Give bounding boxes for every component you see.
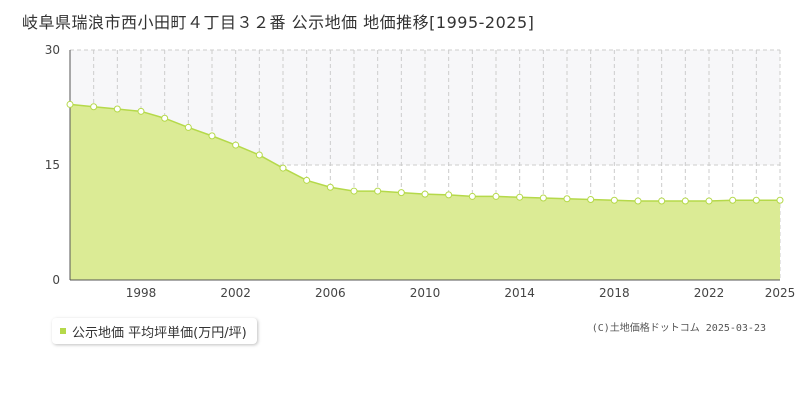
data-point <box>516 193 524 201</box>
data-point <box>705 197 713 205</box>
data-point <box>681 197 689 205</box>
data-point <box>161 114 169 122</box>
x-tick-label: 2010 <box>410 286 441 300</box>
x-tick-label: 2025 <box>765 286 796 300</box>
data-point <box>610 196 618 204</box>
data-point <box>397 189 405 197</box>
data-point <box>563 195 571 203</box>
data-point <box>729 196 737 204</box>
legend-label: 公示地価 平均坪単価(万円/坪) <box>72 325 247 341</box>
x-tick-label: 2022 <box>694 286 725 300</box>
data-point <box>539 194 547 202</box>
data-point <box>776 196 784 204</box>
y-tick-label: 30 <box>45 43 60 57</box>
data-point <box>350 187 358 195</box>
data-point <box>492 192 500 200</box>
legend-swatch <box>60 328 66 334</box>
data-point <box>90 103 98 111</box>
data-point <box>208 132 216 140</box>
data-point <box>421 190 429 198</box>
data-point <box>279 164 287 172</box>
data-point <box>587 196 595 203</box>
data-point <box>184 123 192 131</box>
data-point <box>326 183 334 191</box>
credit-text: (C)土地価格ドットコム 2025-03-23 <box>591 323 766 334</box>
data-point <box>66 100 74 108</box>
data-point <box>445 191 453 199</box>
data-point <box>468 192 476 200</box>
data-point <box>658 197 666 205</box>
x-tick-label: 2006 <box>315 286 346 300</box>
x-tick-label: 1998 <box>126 286 157 300</box>
data-point <box>232 141 240 149</box>
data-point <box>752 196 760 204</box>
data-point <box>374 187 382 195</box>
data-point <box>113 105 121 113</box>
data-point <box>303 176 311 184</box>
y-tick-label: 15 <box>45 158 60 172</box>
y-tick-label: 0 <box>52 273 60 287</box>
series-area <box>70 104 780 280</box>
data-point <box>634 197 642 205</box>
legend: 公示地価 平均坪単価(万円/坪) <box>52 318 257 344</box>
chart-title: 岐阜県瑞浪市西小田町４丁目３２番 公示地価 地価推移[1995-2025] <box>22 13 535 32</box>
x-tick-label: 2018 <box>599 286 630 300</box>
x-tick-label: 2002 <box>220 286 251 300</box>
data-point <box>255 151 263 159</box>
x-tick-label: 2014 <box>504 286 535 300</box>
data-point <box>137 107 145 115</box>
